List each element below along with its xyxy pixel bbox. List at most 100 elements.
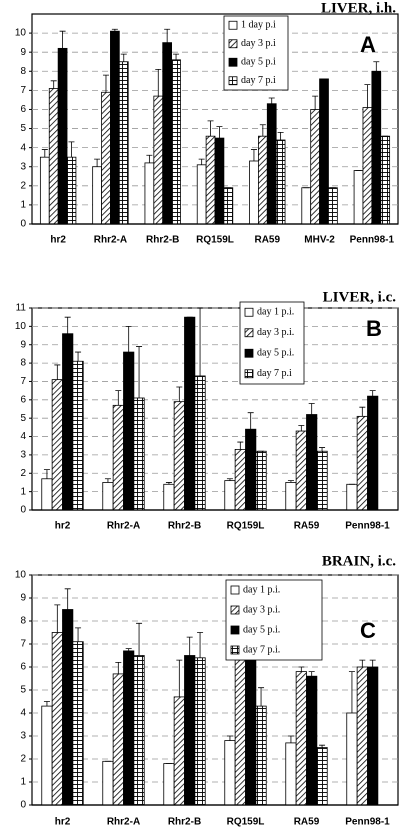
bar	[163, 483, 175, 511]
error-bar	[247, 412, 254, 430]
bar	[367, 395, 379, 511]
error-bar	[186, 636, 193, 656]
error-bar	[287, 480, 294, 483]
error-bar	[259, 124, 266, 137]
y-tick-label: 5	[20, 123, 26, 134]
bar	[196, 164, 207, 225]
legend-label: day 7 p.i.	[243, 644, 280, 655]
legend-label: day 7 p.i	[257, 368, 292, 379]
x-tick-label: Penn98-1	[345, 521, 390, 532]
panel-letter: C	[360, 618, 376, 643]
bar	[41, 705, 53, 806]
bar	[316, 450, 328, 511]
error-bar	[43, 701, 50, 707]
bar	[153, 95, 164, 225]
panel-letter: B	[366, 316, 382, 341]
bar	[249, 160, 259, 225]
error-bar	[50, 80, 57, 89]
legend-swatch	[230, 645, 240, 655]
bar	[319, 78, 329, 225]
x-tick-label: Penn98-1	[350, 235, 395, 246]
error-bar	[176, 659, 183, 697]
y-tick-label: 8	[20, 66, 26, 77]
error-bar	[115, 662, 122, 674]
error-bar	[54, 604, 61, 633]
error-bar	[59, 30, 66, 49]
legend-label: day 3 p.i.	[257, 327, 294, 338]
bar	[245, 659, 257, 806]
panel-letter: A	[360, 32, 376, 57]
bar	[92, 166, 102, 225]
bar	[57, 47, 68, 225]
error-bar	[250, 149, 257, 161]
bar	[234, 448, 246, 511]
bar	[173, 696, 185, 806]
error-bar	[268, 97, 275, 104]
y-tick-label: 1	[20, 486, 26, 497]
y-tick-label: 6	[20, 104, 26, 115]
error-bar	[258, 687, 265, 707]
bar	[66, 156, 77, 225]
x-tick-label: Rhr2-A	[107, 817, 140, 828]
y-tick-label: 4	[20, 708, 26, 719]
bar	[257, 135, 268, 225]
y-tick-label: 0	[20, 800, 26, 811]
error-bar	[146, 154, 153, 163]
error-bar	[75, 351, 82, 362]
error-bar	[111, 28, 118, 32]
bar	[380, 135, 391, 225]
bar	[371, 70, 382, 225]
error-bar	[216, 126, 223, 139]
x-tick-label: RA59	[294, 521, 320, 532]
y-tick-label: 5	[20, 413, 26, 424]
x-tick-label: RQ159L	[227, 817, 265, 828]
error-bar	[64, 588, 71, 610]
bar	[356, 666, 368, 806]
legend-label: day 5 p.i	[241, 57, 276, 68]
legend-label: day 1 p.i.	[243, 584, 280, 595]
bar	[367, 666, 379, 806]
bar	[285, 742, 297, 806]
legend-swatch	[230, 625, 240, 635]
error-bar	[198, 158, 205, 165]
bar	[123, 351, 135, 511]
error-bar	[165, 482, 172, 485]
error-bar	[226, 478, 233, 481]
bar	[184, 316, 196, 511]
bar	[301, 187, 312, 225]
bar	[62, 609, 74, 806]
bar	[101, 91, 111, 225]
bar	[356, 415, 368, 511]
legend-swatch	[228, 20, 238, 30]
bar	[245, 428, 257, 511]
x-tick-label: Rhr2-B	[168, 521, 201, 532]
x-tick-label: Penn98-1	[345, 817, 390, 828]
bar	[133, 397, 145, 511]
bar	[110, 30, 120, 225]
error-bar	[54, 364, 61, 380]
y-tick-label: 7	[20, 639, 26, 650]
bar	[255, 705, 267, 806]
y-tick-label: 2	[20, 754, 26, 765]
legend-swatch	[244, 348, 254, 358]
error-bar	[173, 53, 180, 60]
y-tick-label: 2	[20, 468, 26, 479]
bar	[184, 655, 196, 806]
bar	[223, 187, 234, 225]
y-tick-label: 3	[20, 731, 26, 742]
bar	[214, 137, 225, 225]
y-tick-label: 0	[20, 505, 26, 516]
bar	[112, 404, 124, 511]
bar	[173, 401, 185, 511]
y-tick-label: 3	[20, 450, 26, 461]
bar	[194, 375, 206, 511]
x-tick-label: Rhr2-B	[146, 235, 179, 246]
x-tick-label: Rhr2-A	[94, 235, 127, 246]
error-bar	[312, 95, 319, 110]
bar	[316, 747, 328, 806]
error-bar	[237, 441, 244, 450]
error-bar	[298, 666, 305, 672]
error-bar	[94, 158, 101, 167]
y-tick-label: 7	[20, 376, 26, 387]
